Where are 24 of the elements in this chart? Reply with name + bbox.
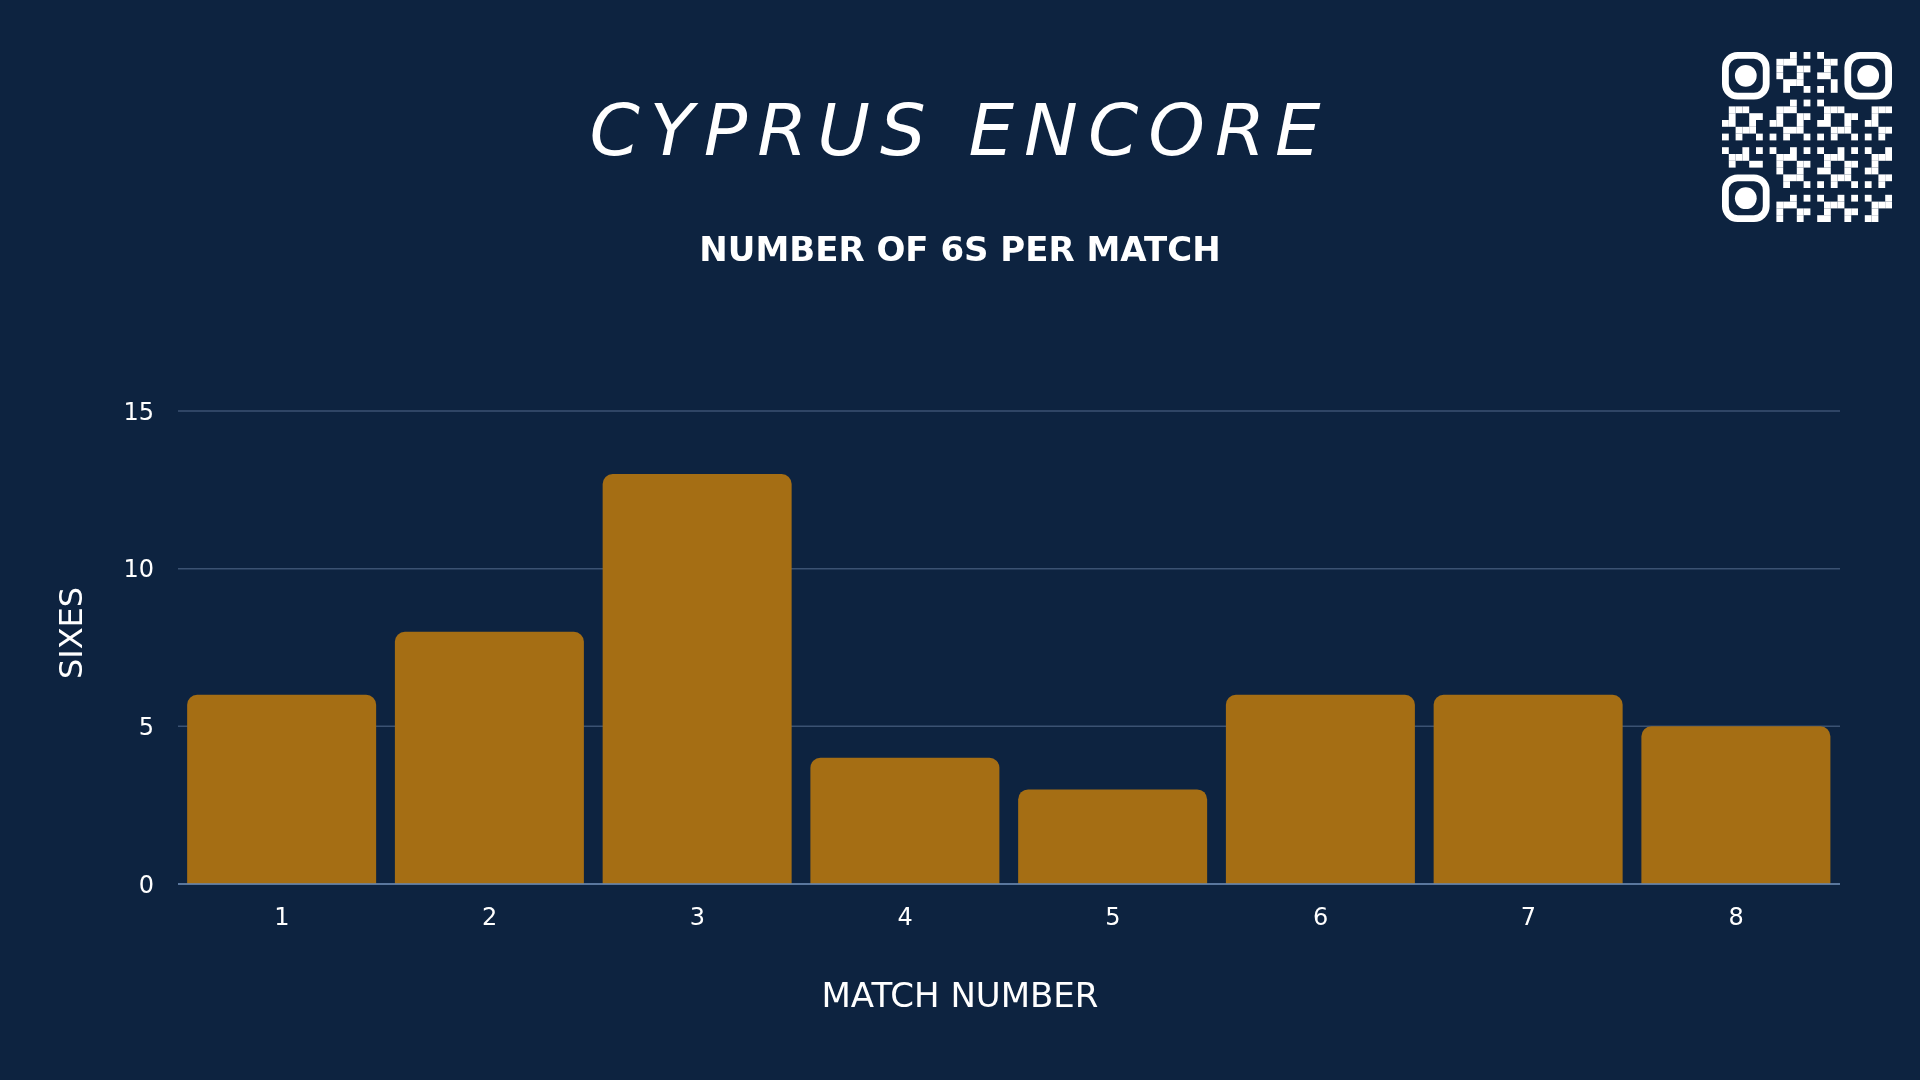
x-tick-label: 5 xyxy=(1105,903,1121,932)
y-axis-title: SIXES xyxy=(52,586,90,680)
x-tick-label: 8 xyxy=(1728,903,1744,932)
chart-subtitle: NUMBER OF 6S PER MATCH xyxy=(698,228,1222,270)
bar xyxy=(1225,694,1415,884)
bar xyxy=(1641,726,1831,884)
bar xyxy=(1433,694,1623,884)
bar xyxy=(394,631,584,884)
x-tick-label: 3 xyxy=(689,903,706,932)
x-axis-title: MATCH NUMBER xyxy=(820,975,1100,1015)
bar xyxy=(810,757,1000,884)
bar xyxy=(187,694,377,884)
x-tick-label: 6 xyxy=(1312,903,1329,932)
y-tick-label: 15 xyxy=(123,397,154,426)
bar xyxy=(1018,789,1208,884)
bar xyxy=(602,474,792,884)
x-tick-label: 1 xyxy=(274,903,290,932)
x-tick-label: 4 xyxy=(897,903,913,932)
y-tick-label: 10 xyxy=(123,555,154,584)
y-tick-label: 0 xyxy=(138,870,154,899)
chart-title: CYPRUS ENCORE xyxy=(588,88,1332,172)
y-tick-label: 5 xyxy=(138,712,154,741)
x-tick-label: 2 xyxy=(481,903,498,932)
x-tick-label: 7 xyxy=(1520,903,1537,932)
